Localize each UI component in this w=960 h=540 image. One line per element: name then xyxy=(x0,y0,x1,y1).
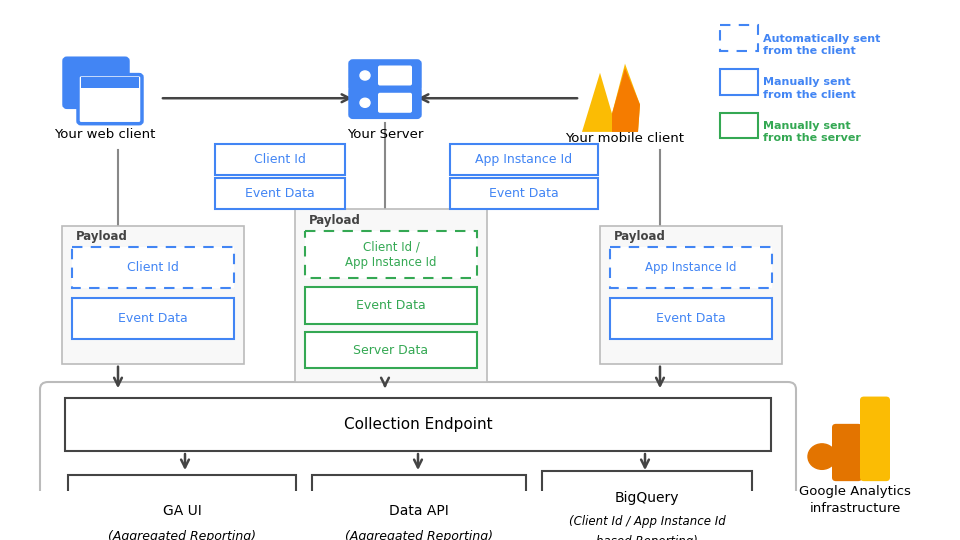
Bar xyxy=(542,471,752,540)
Text: Event Data: Event Data xyxy=(356,299,426,312)
Circle shape xyxy=(360,98,370,107)
Bar xyxy=(450,178,598,209)
Text: (Aggregated Reporting): (Aggregated Reporting) xyxy=(345,530,493,540)
Text: Event Data: Event Data xyxy=(245,187,315,200)
FancyBboxPatch shape xyxy=(40,382,796,540)
FancyBboxPatch shape xyxy=(78,75,142,124)
Text: Event Data: Event Data xyxy=(490,187,559,200)
Text: Your mobile client: Your mobile client xyxy=(565,132,684,145)
Bar xyxy=(720,113,758,138)
Bar xyxy=(610,247,772,288)
Text: Event Data: Event Data xyxy=(656,312,726,325)
Text: Collection Endpoint: Collection Endpoint xyxy=(344,417,492,432)
Circle shape xyxy=(360,71,370,80)
Bar xyxy=(600,226,782,364)
Text: Client Id: Client Id xyxy=(254,153,306,166)
Text: Manually sent
from the server: Manually sent from the server xyxy=(763,121,861,143)
FancyBboxPatch shape xyxy=(378,65,412,85)
Text: App Instance Id: App Instance Id xyxy=(645,261,736,274)
Bar xyxy=(62,226,244,364)
Text: Your Server: Your Server xyxy=(347,128,423,141)
Bar xyxy=(81,77,139,88)
Bar xyxy=(720,25,758,51)
Polygon shape xyxy=(612,68,640,132)
Bar xyxy=(72,247,234,288)
FancyBboxPatch shape xyxy=(64,58,128,107)
Text: Client Id: Client Id xyxy=(127,261,179,274)
Text: Your web client: Your web client xyxy=(55,128,156,141)
Text: Payload: Payload xyxy=(614,230,666,243)
FancyBboxPatch shape xyxy=(860,396,890,481)
Text: (Client Id / App Instance Id: (Client Id / App Instance Id xyxy=(568,515,726,528)
FancyBboxPatch shape xyxy=(378,93,412,113)
Bar xyxy=(65,399,771,451)
Text: Payload: Payload xyxy=(309,214,361,227)
Bar xyxy=(305,332,477,368)
Bar xyxy=(450,144,598,174)
Bar xyxy=(305,287,477,324)
Bar xyxy=(312,475,526,540)
Bar xyxy=(295,209,487,382)
Bar xyxy=(305,231,477,278)
Text: Data API: Data API xyxy=(389,504,449,518)
Polygon shape xyxy=(582,64,640,132)
Text: Payload: Payload xyxy=(76,230,128,243)
Text: BigQuery: BigQuery xyxy=(614,491,680,505)
Text: Manually sent
from the client: Manually sent from the client xyxy=(763,77,855,100)
Text: GA UI: GA UI xyxy=(162,504,202,518)
Text: Event Data: Event Data xyxy=(118,312,188,325)
Text: (Aggregated Reporting): (Aggregated Reporting) xyxy=(108,530,256,540)
FancyBboxPatch shape xyxy=(350,88,420,117)
Bar xyxy=(610,298,772,339)
Bar xyxy=(720,69,758,94)
FancyBboxPatch shape xyxy=(832,424,862,481)
Bar xyxy=(215,144,345,174)
Text: Google Analytics
infrastructure: Google Analytics infrastructure xyxy=(799,485,911,515)
Text: based Reporting): based Reporting) xyxy=(596,535,698,540)
Bar xyxy=(215,178,345,209)
Text: Client Id /
App Instance Id: Client Id / App Instance Id xyxy=(346,240,437,269)
Bar xyxy=(68,475,296,540)
Bar xyxy=(72,298,234,339)
Text: Server Data: Server Data xyxy=(353,343,428,357)
Circle shape xyxy=(808,444,836,469)
Text: Automatically sent
from the client: Automatically sent from the client xyxy=(763,33,880,56)
FancyBboxPatch shape xyxy=(350,61,420,90)
Text: App Instance Id: App Instance Id xyxy=(475,153,572,166)
